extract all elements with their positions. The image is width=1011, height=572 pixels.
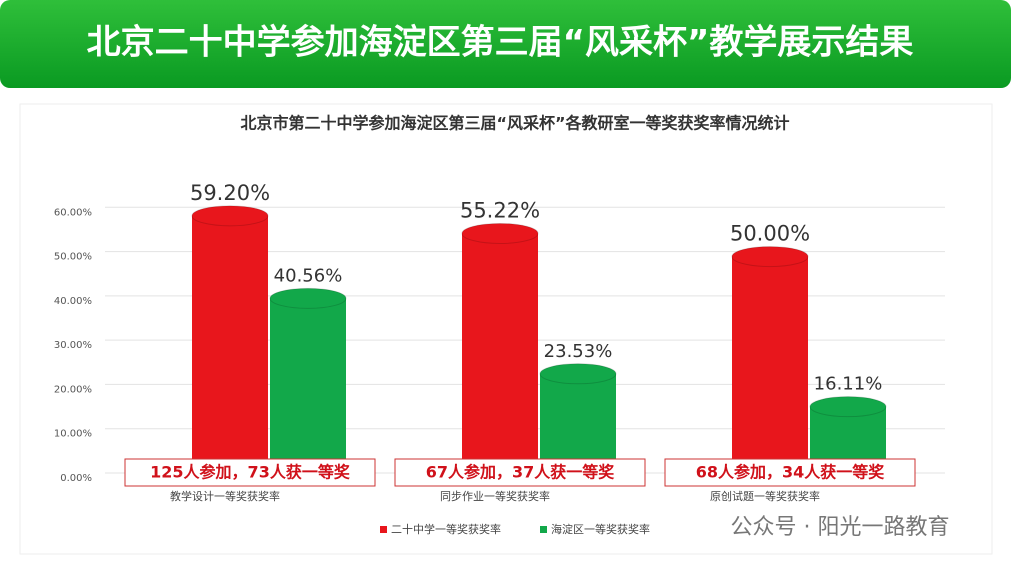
value-label: 23.53% xyxy=(544,341,613,362)
y-tick-label: 30.00% xyxy=(54,340,92,351)
y-tick-label: 20.00% xyxy=(54,384,92,395)
y-tick-label: 10.00% xyxy=(54,429,92,440)
value-label: 40.56% xyxy=(274,265,343,286)
y-tick-label: 60.00% xyxy=(54,207,92,218)
annotation-box xyxy=(394,458,646,487)
watermark: 公众号 · 阳光一路教育 xyxy=(731,515,950,540)
annotation: 67人参加，37人获一等奖 xyxy=(426,463,616,482)
chart-title: 北京市第二十中学参加海淀区第三届“风采杯”各教研室一等奖获奖率情况统计 xyxy=(240,114,789,133)
bar xyxy=(270,298,346,478)
annotation: 125人参加，73人获一等奖 xyxy=(150,463,351,482)
bar-top xyxy=(269,287,347,309)
annotation: 68人参加，34人获一等奖 xyxy=(696,463,886,482)
annotation-box xyxy=(664,458,916,487)
y-tick-label: 40.00% xyxy=(54,296,92,307)
bar-top xyxy=(539,363,617,385)
x-tick-label: 教学设计一等奖获奖率 xyxy=(170,489,280,503)
bar xyxy=(462,233,538,478)
legend-label: 海淀区一等奖获奖率 xyxy=(551,522,650,536)
value-label: 16.11% xyxy=(814,374,883,395)
x-tick-label: 原创试题一等奖获奖率 xyxy=(710,489,820,503)
legend-swatch xyxy=(540,526,547,533)
value-label: 59.20% xyxy=(190,181,270,205)
annotation-box xyxy=(124,458,376,487)
bar xyxy=(732,256,808,478)
value-label: 55.22% xyxy=(460,198,540,222)
bar-top xyxy=(461,222,539,244)
x-tick-label: 同步作业一等奖获奖率 xyxy=(440,489,550,503)
legend-label: 二十中学一等奖获奖率 xyxy=(391,522,501,536)
value-label: 50.00% xyxy=(730,222,810,246)
bar xyxy=(192,215,268,479)
legend-swatch xyxy=(380,526,387,533)
bar-top xyxy=(731,246,809,268)
page-title: 北京二十中学参加海淀区第三届“风采杯”教学展示结果 xyxy=(87,23,914,63)
y-tick-label: 50.00% xyxy=(54,252,92,263)
bar-top xyxy=(809,396,887,418)
y-tick-label: 0.00% xyxy=(60,473,92,484)
banner xyxy=(0,0,1011,88)
bar-top xyxy=(191,205,269,227)
